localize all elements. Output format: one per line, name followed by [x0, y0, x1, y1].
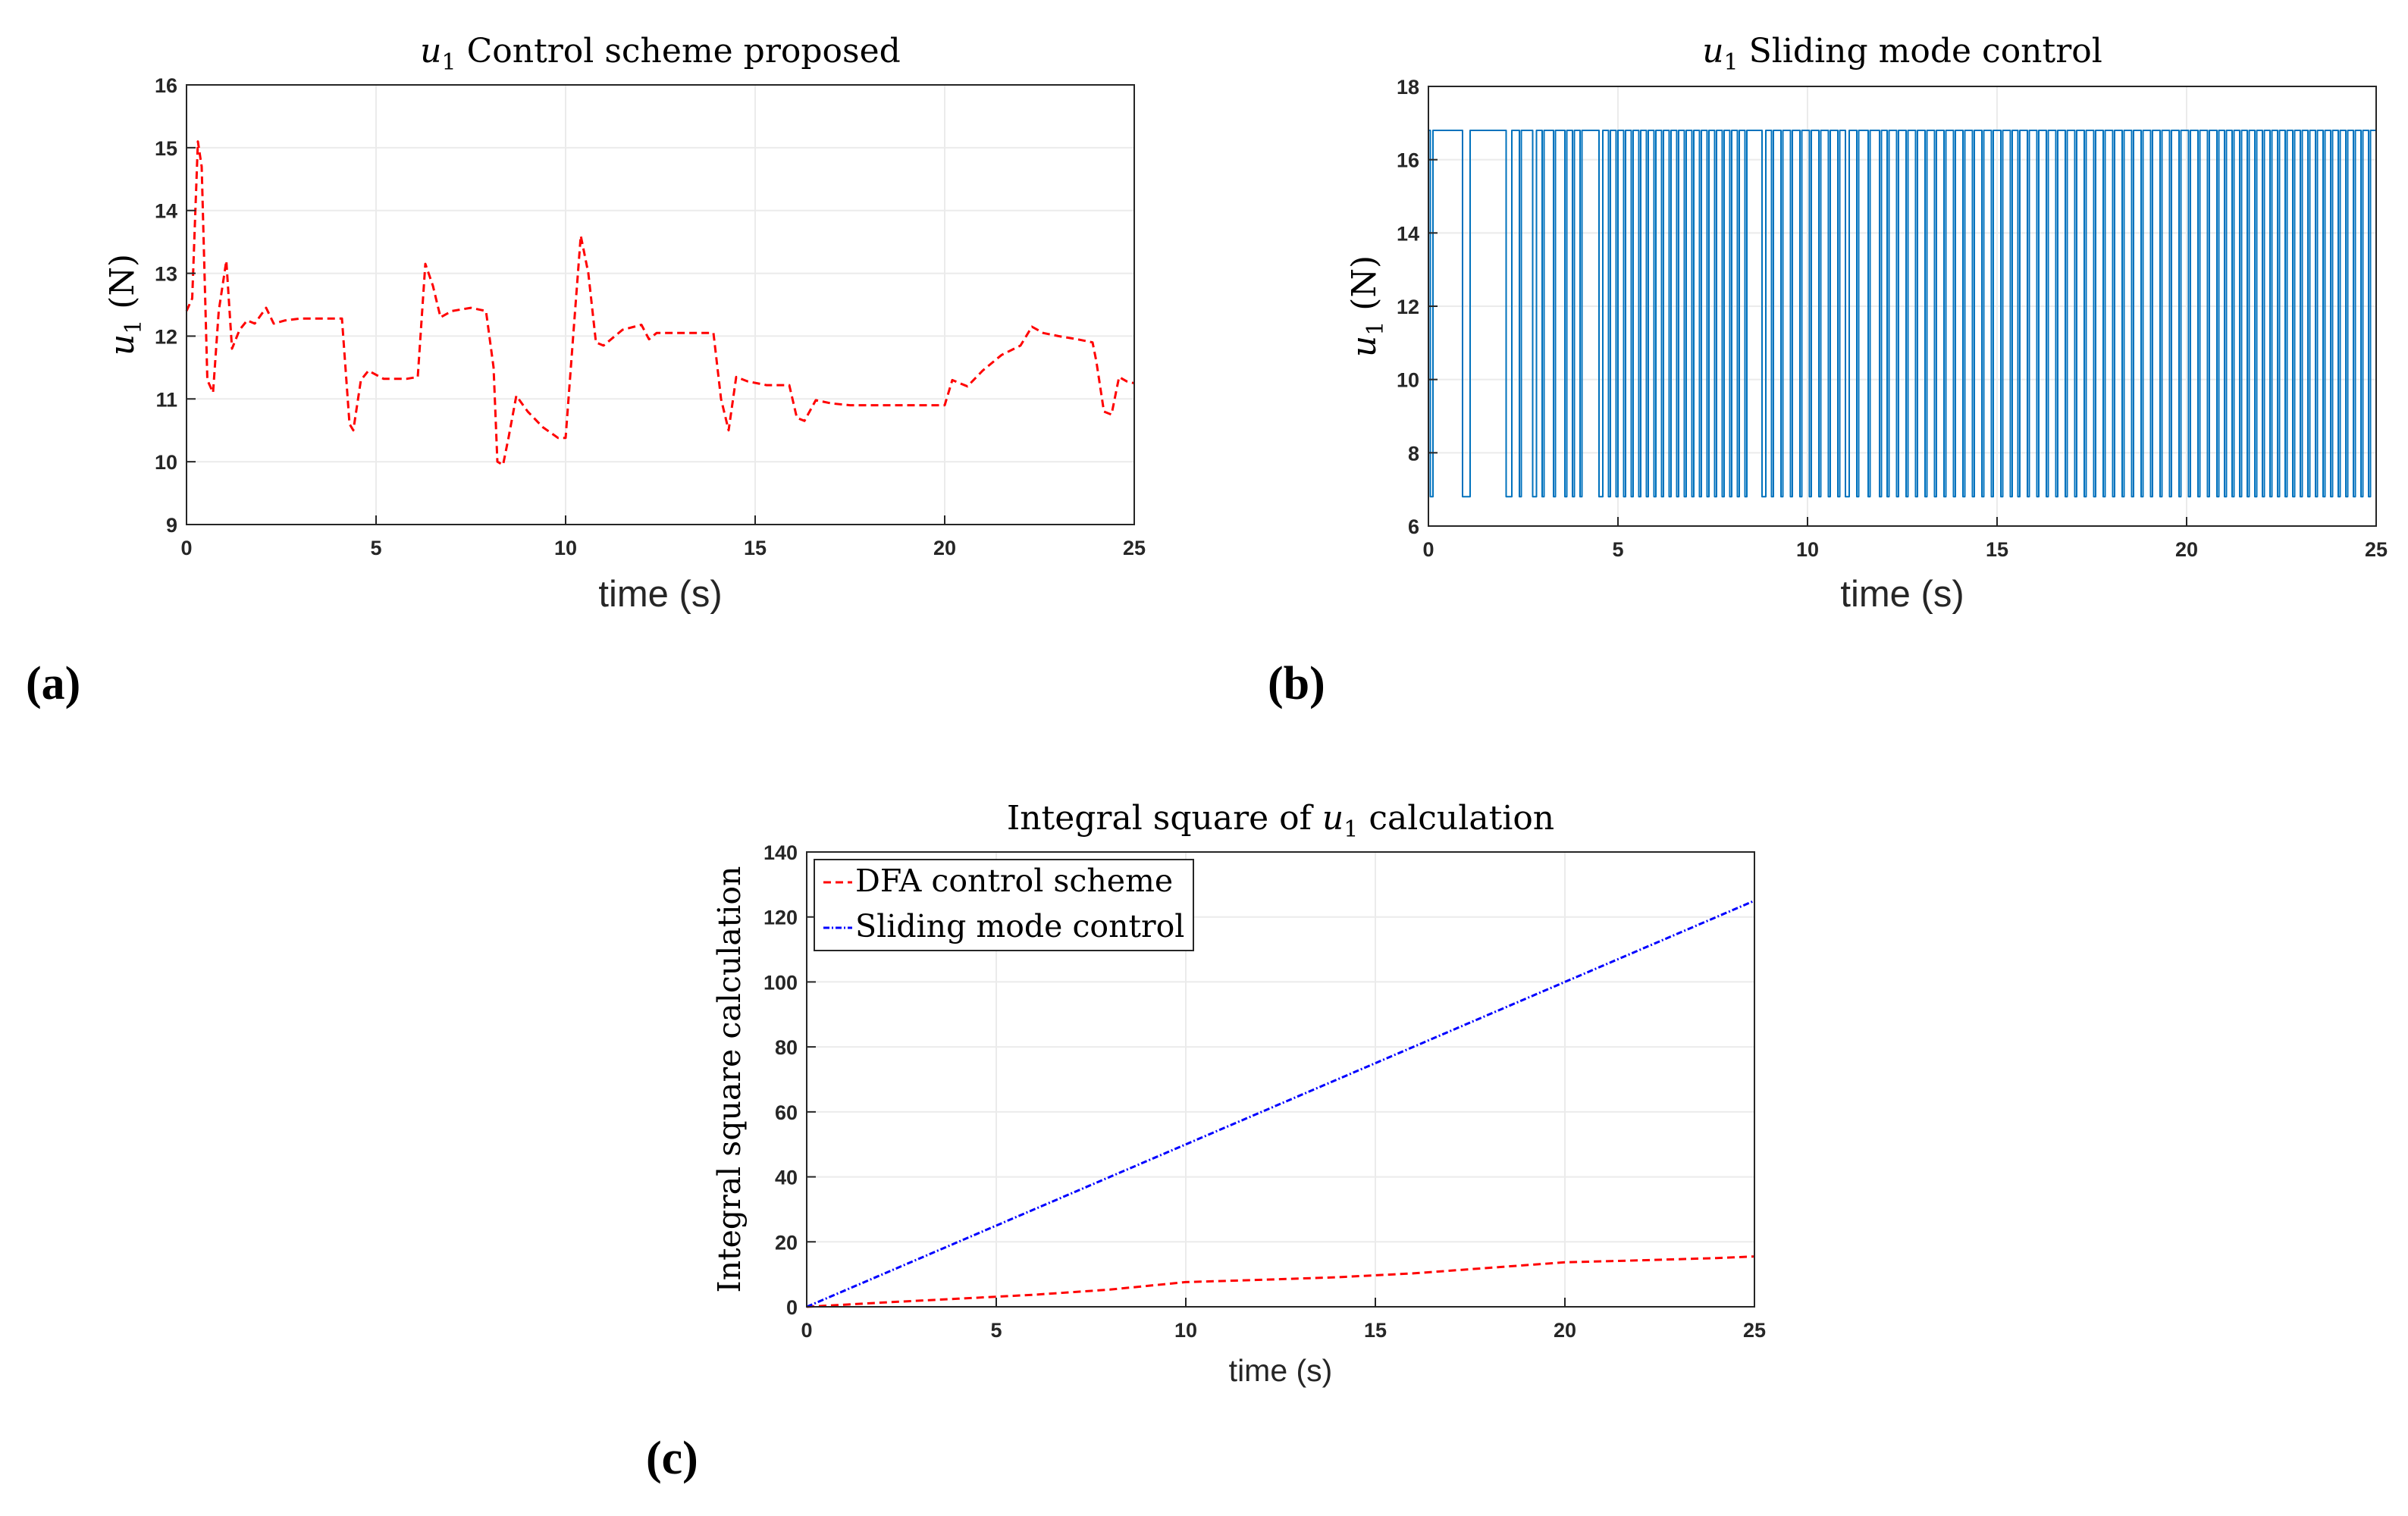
panel-c-ytick-label: 140 — [763, 841, 798, 864]
panel-c-xtick-label: 20 — [1554, 1319, 1576, 1342]
panel-a-ticks: 0 5 10 15 20 25 9 10 11 12 13 14 15 16 — [155, 74, 1146, 559]
panel-b-ytick-label: 18 — [1397, 76, 1419, 99]
panel-c-series-line-1 — [806, 899, 1755, 1308]
panel-c: 0 5 10 15 20 25 0 20 40 60 80 100 120 140 DFA control… — [646, 799, 1766, 1484]
panel-b-ytick-label: 8 — [1408, 442, 1419, 465]
panel-c-series — [806, 899, 1755, 1308]
panel-c-ytick-label: 60 — [775, 1101, 798, 1124]
panel-b-xtick-label: 20 — [2175, 538, 2198, 561]
panel-a-ytick-label: 14 — [155, 200, 177, 223]
panel-b-xtick-label: 10 — [1796, 538, 1819, 561]
panel-b-ytick-label: 16 — [1397, 149, 1419, 172]
panel-a: 0 5 10 15 20 25 9 10 11 12 13 14 15 16 u1 Control sch… — [26, 32, 1146, 709]
panel-c-axes-box — [806, 851, 1755, 1308]
legend-entry-smc: Sliding mode control — [855, 908, 1184, 944]
panel-c-xlabel: time (s) — [1229, 1353, 1333, 1388]
panel-a-title: u1 Control scheme proposed — [420, 32, 901, 76]
panel-c-label: (c) — [646, 1433, 698, 1484]
panel-c-ylabel: Integral square calculation — [711, 866, 748, 1293]
panel-c-xtick-label: 15 — [1364, 1319, 1387, 1342]
panel-c-series-line-0 — [806, 1255, 1755, 1308]
panel-c-legend: DFA control scheme Sliding mode control — [814, 859, 1194, 951]
panel-a-ytick-label: 10 — [155, 451, 177, 474]
panel-a-ytick-label: 12 — [155, 325, 177, 348]
panel-a-plot-area — [187, 85, 1134, 525]
legend-entry-dfa: DFA control scheme — [855, 863, 1173, 899]
panel-a-series — [185, 140, 1135, 466]
panel-c-ticks: 0 5 10 15 20 25 0 20 40 60 80 100 120 140 — [763, 841, 1766, 1342]
panel-a-series-line-0 — [185, 140, 1135, 466]
panel-a-axes-box — [186, 84, 1135, 525]
panel-c-ytick-label: 40 — [775, 1167, 798, 1189]
panel-c-xtick-label: 10 — [1174, 1319, 1197, 1342]
panel-b-xtick-label: 5 — [1612, 538, 1623, 561]
panel-a-ylabel: u1 (N) — [103, 254, 147, 356]
panel-c-xtick-label: 25 — [1743, 1319, 1766, 1342]
panel-b-ytick-label: 10 — [1397, 369, 1419, 392]
panel-a-ytick-label: 9 — [166, 514, 177, 537]
legend-box — [814, 859, 1194, 951]
panel-a-label: (a) — [26, 658, 80, 709]
panel-b-ticks: 0 5 10 15 20 25 6 8 10 12 14 16 18 — [1397, 76, 2388, 561]
panel-c-ytick-label: 80 — [775, 1036, 798, 1059]
panel-a-ytick-label: 16 — [155, 74, 177, 97]
panel-b-xtick-label: 0 — [1422, 538, 1434, 561]
panel-a-xtick-label: 15 — [744, 537, 767, 559]
panel-a-xtick-label: 20 — [933, 537, 956, 559]
panel-a-xtick-label: 5 — [370, 537, 381, 559]
panel-c-xtick-label: 5 — [990, 1319, 1002, 1342]
panel-a-xtick-label: 10 — [554, 537, 577, 559]
panel-b-ytick-label: 14 — [1397, 222, 1419, 245]
panel-b-ytick-label: 12 — [1397, 296, 1419, 318]
panel-a-xlabel: time (s) — [598, 574, 722, 615]
panel-b-xlabel: time (s) — [1840, 574, 1964, 615]
panel-c-xtick-label: 0 — [801, 1319, 812, 1342]
panel-b-ylabel: u1 (N) — [1345, 255, 1389, 357]
panel-b-label: (b) — [1268, 658, 1325, 709]
panel-c-ytick-label: 0 — [786, 1296, 798, 1319]
panel-b-series — [1428, 130, 2377, 498]
panel-c-ytick-label: 100 — [763, 971, 798, 994]
panel-c-ytick-label: 20 — [775, 1231, 798, 1254]
panel-b-title: u1 Sliding mode control — [1702, 32, 2102, 76]
panel-c-ytick-label: 120 — [763, 907, 798, 929]
panel-b-xtick-label: 15 — [1986, 538, 2008, 561]
panel-b-ytick-label: 6 — [1408, 515, 1419, 538]
panel-c-title: Integral square of u1 calculation — [1007, 799, 1554, 843]
panel-b: 0 5 10 15 20 25 6 8 10 12 14 16 18 u1 Sliding mode c… — [1268, 32, 2388, 709]
panel-a-ytick-label: 13 — [155, 263, 177, 286]
panel-a-xtick-label: 0 — [180, 537, 192, 559]
panel-b-series-line-0 — [1428, 130, 2377, 498]
panel-a-grid — [187, 85, 1134, 525]
panel-b-xtick-label: 25 — [2365, 538, 2388, 561]
panel-a-ytick-label: 11 — [155, 388, 177, 411]
panel-a-ytick-label: 15 — [155, 137, 177, 160]
panel-a-xtick-label: 25 — [1123, 537, 1146, 559]
